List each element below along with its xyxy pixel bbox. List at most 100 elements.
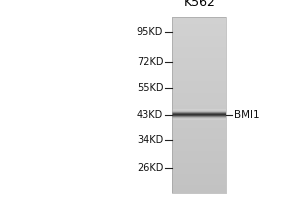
Bar: [172, 43, 226, 44]
Bar: [172, 53, 226, 54]
Bar: [172, 34, 226, 35]
Bar: [172, 132, 226, 133]
Bar: [172, 57, 226, 58]
Bar: [172, 47, 226, 48]
Bar: [172, 55, 226, 56]
Bar: [172, 23, 226, 24]
Bar: [172, 192, 226, 193]
Bar: [172, 135, 226, 136]
Bar: [172, 109, 226, 110]
Bar: [172, 107, 226, 108]
Bar: [172, 150, 226, 151]
Bar: [172, 133, 226, 134]
Bar: [172, 142, 226, 143]
Bar: [172, 130, 226, 131]
Bar: [172, 92, 226, 93]
Bar: [172, 105, 226, 106]
Text: 95KD: 95KD: [137, 27, 163, 37]
Bar: [172, 69, 226, 70]
Bar: [172, 123, 226, 124]
Bar: [172, 157, 226, 158]
Bar: [172, 144, 226, 145]
Bar: [172, 63, 226, 64]
Bar: [172, 21, 226, 22]
Bar: [172, 54, 226, 55]
Bar: [172, 120, 226, 121]
Bar: [172, 56, 226, 57]
Bar: [172, 180, 226, 181]
Bar: [172, 163, 226, 164]
Bar: [172, 29, 226, 30]
Bar: [172, 186, 226, 187]
Bar: [172, 82, 226, 83]
Bar: [172, 71, 226, 72]
Bar: [172, 30, 226, 31]
Bar: [172, 119, 226, 120]
Bar: [172, 113, 226, 114]
Bar: [172, 185, 226, 186]
Bar: [172, 37, 226, 38]
Bar: [172, 129, 226, 130]
Bar: [172, 99, 226, 100]
Bar: [172, 79, 226, 80]
Bar: [172, 184, 226, 185]
Bar: [172, 149, 226, 150]
Bar: [172, 72, 226, 73]
Bar: [172, 52, 226, 53]
Bar: [172, 164, 226, 165]
Bar: [172, 84, 226, 85]
Bar: [172, 61, 226, 62]
Bar: [172, 85, 226, 86]
Bar: [172, 67, 226, 68]
Bar: [172, 66, 226, 67]
Bar: [172, 24, 226, 25]
Text: BMI1: BMI1: [234, 110, 260, 120]
Bar: [172, 159, 226, 160]
Bar: [172, 170, 226, 171]
Bar: [172, 32, 226, 33]
Bar: [172, 36, 226, 37]
Bar: [172, 151, 226, 152]
Bar: [172, 64, 226, 65]
Bar: [172, 83, 226, 84]
Bar: [172, 33, 226, 34]
Bar: [172, 70, 226, 71]
Bar: [172, 174, 226, 175]
Bar: [172, 39, 226, 40]
Text: 34KD: 34KD: [137, 135, 163, 145]
Bar: [172, 125, 226, 126]
Bar: [172, 90, 226, 91]
Bar: [172, 31, 226, 32]
Bar: [172, 127, 226, 128]
Bar: [172, 111, 226, 112]
Bar: [172, 46, 226, 47]
Bar: [172, 128, 226, 129]
Bar: [172, 131, 226, 132]
Bar: [172, 122, 226, 123]
Bar: [172, 147, 226, 148]
Bar: [172, 175, 226, 176]
Bar: [172, 108, 226, 109]
Bar: [172, 183, 226, 184]
Bar: [172, 17, 226, 193]
Bar: [172, 51, 226, 52]
Bar: [172, 118, 226, 119]
Bar: [172, 41, 226, 42]
Bar: [172, 165, 226, 166]
Bar: [172, 148, 226, 149]
Bar: [172, 156, 226, 157]
Bar: [172, 158, 226, 159]
Bar: [172, 18, 226, 19]
Bar: [172, 58, 226, 59]
Bar: [172, 101, 226, 102]
Bar: [172, 48, 226, 49]
Bar: [172, 134, 226, 135]
Bar: [172, 100, 226, 101]
Bar: [172, 22, 226, 23]
Bar: [172, 187, 226, 188]
Bar: [172, 146, 226, 147]
Bar: [172, 189, 226, 190]
Text: 43KD: 43KD: [137, 110, 163, 120]
Bar: [172, 102, 226, 103]
Bar: [172, 50, 226, 51]
